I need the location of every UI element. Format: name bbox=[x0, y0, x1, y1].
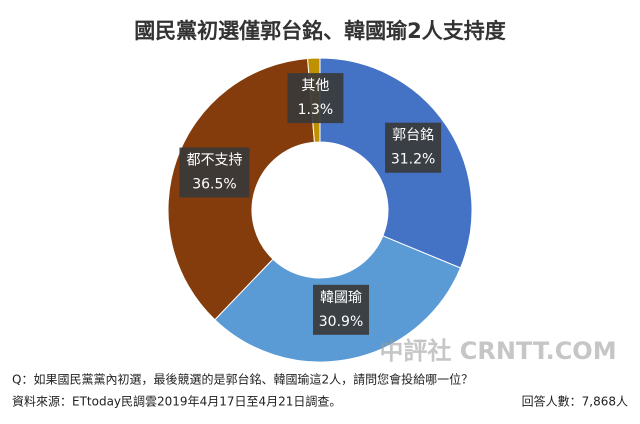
category-label: 其他 bbox=[301, 78, 329, 94]
value-label: 1.3% bbox=[298, 102, 334, 118]
value-label: 30.9% bbox=[319, 314, 363, 330]
category-label: 都不支持 bbox=[186, 153, 242, 169]
sample-size: 回答人數：7,868人 bbox=[522, 394, 628, 409]
question: Q：如果國民黨黨內初選，最後競選的是郭台銘、韓國瑜這2人，請問您會投給哪一位？ bbox=[12, 372, 473, 387]
label-box bbox=[385, 122, 442, 173]
chart-title: 國民黨初選僅郭台銘、韓國瑜2人支持度 bbox=[134, 19, 506, 43]
watermark: 中評社 CRNTT.COM bbox=[379, 337, 616, 365]
label-box bbox=[287, 73, 344, 124]
value-label: 36.5% bbox=[192, 177, 236, 193]
labels: 郭台銘 31.2% 韓國瑜 30.9% 都不支持 36.5% 其他 1.3% bbox=[179, 73, 442, 335]
label-box bbox=[313, 284, 370, 335]
category-label: 韓國瑜 bbox=[320, 290, 362, 306]
source: 資料來源：ETtoday民調雲2019年4月17日至4月21日調查。 bbox=[12, 395, 341, 409]
label-box bbox=[179, 147, 250, 198]
value-label: 31.2% bbox=[391, 152, 435, 168]
category-label: 郭台銘 bbox=[392, 127, 434, 144]
